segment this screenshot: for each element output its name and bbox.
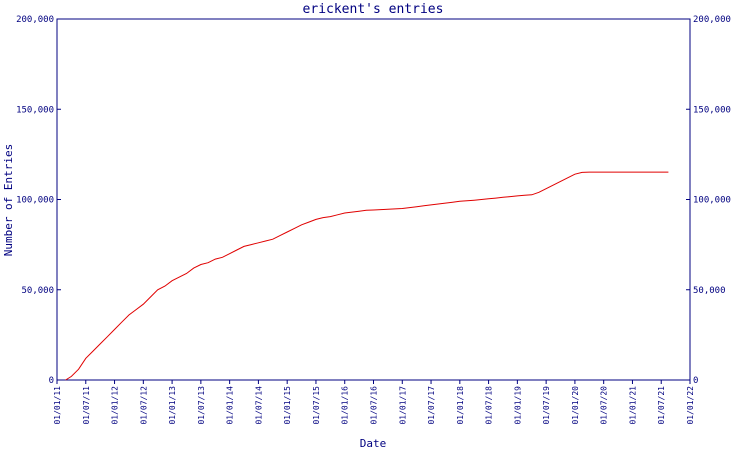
plot-area — [56, 18, 691, 381]
x-axis-label: Date — [360, 437, 387, 450]
x-ticks: 01/01/11 01/07/11 01/01/12 01/07/12 01/01/13… — [53, 380, 695, 425]
x-tick-label: 01/07/18 — [485, 386, 494, 425]
x-tick-label: 01/07/16 — [370, 386, 379, 425]
x-tick-label: 01/07/14 — [254, 386, 263, 425]
x-tick-label: 01/01/15 — [283, 386, 292, 425]
x-tick-label: 01/07/21 — [657, 386, 666, 425]
y-tick-label-left: 200,000 — [16, 15, 54, 25]
x-tick-label: 01/07/12 — [139, 386, 148, 425]
series-layer — [65, 171, 669, 381]
y-tick-label-right: 100,000 — [693, 196, 731, 206]
y-axis-label: Number of Entries — [2, 144, 15, 257]
x-tick-label: 01/01/19 — [513, 386, 522, 425]
x-tick-label: 01/01/13 — [168, 386, 177, 425]
x-tick-label: 01/07/13 — [197, 386, 206, 425]
x-tick-label: 01/01/20 — [571, 386, 580, 425]
series-line — [65, 171, 669, 381]
y-tick-label-left: 150,000 — [16, 105, 54, 115]
x-tick-label: 01/07/19 — [542, 386, 551, 425]
y-tick-label-right: 150,000 — [693, 105, 731, 115]
x-tick-label: 01/01/16 — [341, 386, 350, 425]
x-tick-label: 01/01/17 — [398, 386, 407, 425]
x-tick-label: 01/01/18 — [456, 386, 465, 425]
x-tick-label: 01/01/12 — [111, 386, 120, 425]
y-tick-label-left: 100,000 — [16, 196, 54, 206]
y-tick-label-left: 0 — [49, 376, 54, 386]
x-tick-label: 01/01/22 — [686, 386, 695, 425]
y-tick-label-right: 0 — [693, 376, 698, 386]
y-tick-label-right: 50,000 — [693, 286, 726, 296]
x-tick-label: 01/07/11 — [82, 386, 91, 425]
x-tick-label: 01/01/11 — [53, 386, 62, 425]
y-tick-label-left: 50,000 — [21, 286, 54, 296]
x-tick-label: 01/01/21 — [628, 386, 637, 425]
chart-title: erickent's entries — [303, 2, 444, 17]
x-tick-label: 01/07/17 — [427, 386, 436, 425]
y-tick-label-right: 200,000 — [693, 15, 731, 25]
x-tick-label: 01/07/20 — [600, 386, 609, 425]
x-tick-label: 01/01/14 — [226, 386, 235, 425]
x-tick-label: 01/07/15 — [312, 386, 321, 425]
y-ticks: 0 0 50,000 50,000 100,000 100,000 150,000 150,0… — [16, 15, 731, 386]
